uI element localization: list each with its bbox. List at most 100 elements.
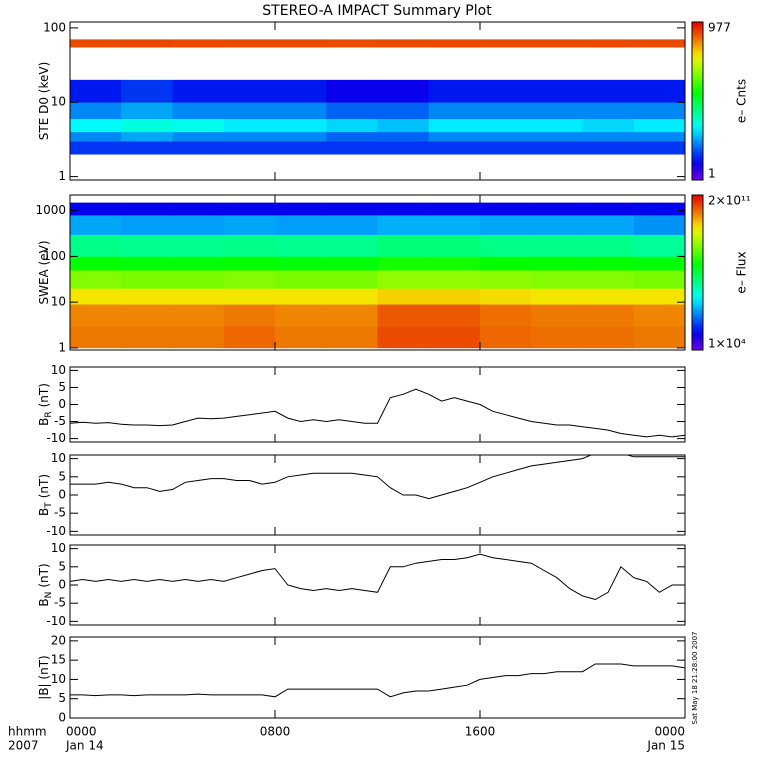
colorbar-title: e– Cnts: [735, 79, 749, 123]
heatmap-cell: [172, 79, 225, 103]
heatmap-cell: [326, 39, 378, 48]
heatmap-cell: [121, 215, 173, 235]
heatmap-cell: [121, 304, 173, 327]
heatmap-cell: [121, 288, 173, 305]
heatmap-cell: [172, 256, 225, 271]
y-tick-label: 100: [43, 20, 66, 34]
x-tick-label: 0800: [260, 725, 291, 739]
heatmap-cell: [582, 304, 635, 327]
y-axis-label: BT (nT): [37, 474, 54, 516]
y-label-main: B: [37, 598, 51, 606]
heatmap-cell: [480, 79, 532, 103]
y-axis-label: SWEA (eV): [37, 240, 51, 304]
heatmap-cell: [428, 102, 481, 120]
heatmap-cell: [377, 326, 430, 349]
heatmap-cell: [480, 256, 532, 271]
heatmap-cell: [70, 304, 122, 327]
heatmap-cell: [223, 270, 276, 289]
heatmap-cell: [326, 102, 378, 120]
heatmap-cell: [633, 270, 685, 289]
heatmap-cell: [582, 141, 635, 155]
heatmap-cell: [480, 288, 532, 305]
heatmap-cell: [275, 118, 327, 133]
heatmap-cell: [275, 326, 327, 349]
heatmap-cell: [531, 202, 583, 216]
heatmap-cell: [223, 39, 276, 48]
y-tick-label: 0: [58, 578, 66, 592]
heatmap-cell: [531, 270, 583, 289]
heatmap-cell: [377, 202, 430, 216]
heatmap-cell: [275, 288, 327, 305]
heatmap-cell: [70, 131, 122, 142]
heatmap-cell: [480, 304, 532, 327]
axes-frame: [69, 454, 686, 536]
y-axis-label: BN (nT): [37, 563, 54, 606]
heatmap-cell: [377, 118, 430, 133]
heatmap-cell: [223, 234, 276, 257]
heatmap-cell: [223, 131, 276, 142]
y-tick-label: 5: [58, 559, 66, 573]
y-axis-label: STE D0 (keV): [37, 62, 51, 141]
heatmap-cell: [70, 256, 122, 271]
heatmap-cell: [633, 118, 685, 133]
y-tick-label: 10: [51, 295, 66, 309]
plot-area: [70, 202, 685, 349]
heatmap-cell: [121, 118, 173, 133]
heatmap-cell: [480, 141, 532, 155]
heatmap-cell: [531, 131, 583, 142]
heatmap-cell: [70, 215, 122, 235]
y-tick-label: 10: [51, 363, 66, 377]
heatmap-cell: [633, 256, 685, 271]
heatmap-cell: [121, 79, 173, 103]
y-tick-label: 0: [58, 397, 66, 411]
heatmap-cell: [582, 234, 635, 257]
heatmap-cell: [633, 131, 685, 142]
heatmap-cell: [633, 288, 685, 305]
heatmap-cell: [428, 215, 481, 235]
data-line: [70, 455, 685, 500]
heatmap-cell: [531, 256, 583, 271]
y-label-unit: (nT): [37, 383, 51, 407]
heatmap-cell: [428, 270, 481, 289]
date-label: Jan 15: [646, 739, 685, 753]
heatmap-cell: [633, 39, 685, 48]
heatmap-cell: [377, 102, 430, 120]
heatmap-cell: [223, 215, 276, 235]
heatmap-cell: [172, 304, 225, 327]
heatmap-cell: [275, 202, 327, 216]
heatmap-cell: [480, 202, 532, 216]
heatmap-cell: [172, 118, 225, 133]
y-tick-label: 5: [58, 469, 66, 483]
heatmap-cell: [428, 118, 481, 133]
y-label-main: B: [37, 418, 51, 426]
y-tick-label: 10: [51, 451, 66, 465]
heatmap-cell: [326, 215, 378, 235]
heatmap-cell: [326, 304, 378, 327]
y-label-main: STE D0 (keV): [37, 62, 51, 141]
plot-area: [70, 39, 685, 155]
heatmap-cell: [275, 141, 327, 155]
y-tick-label: 0: [58, 711, 66, 725]
heatmap-cell: [223, 326, 276, 349]
y-tick-label: 5: [58, 380, 66, 394]
heatmap-cell: [428, 326, 481, 349]
axes-frame: [69, 194, 686, 351]
heatmap-cell: [480, 39, 532, 48]
y-label-sub: N: [44, 592, 54, 599]
heatmap-cell: [275, 39, 327, 48]
heatmap-cell: [582, 102, 635, 120]
heatmap-cell: [70, 118, 122, 133]
y-label-main: B: [37, 508, 51, 516]
heatmap-cell: [480, 270, 532, 289]
heatmap-cell: [172, 288, 225, 305]
heatmap-cell: [531, 288, 583, 305]
heatmap-cell: [121, 102, 173, 120]
heatmap-cell: [377, 270, 430, 289]
heatmap-cell: [633, 202, 685, 216]
chart-title: STEREO-A IMPACT Summary Plot: [262, 3, 492, 19]
heatmap-cell: [582, 256, 635, 271]
y-tick-label: 10: [51, 541, 66, 555]
heatmap-cell: [326, 79, 378, 103]
heatmap-cell: [531, 215, 583, 235]
heatmap-cell: [326, 202, 378, 216]
